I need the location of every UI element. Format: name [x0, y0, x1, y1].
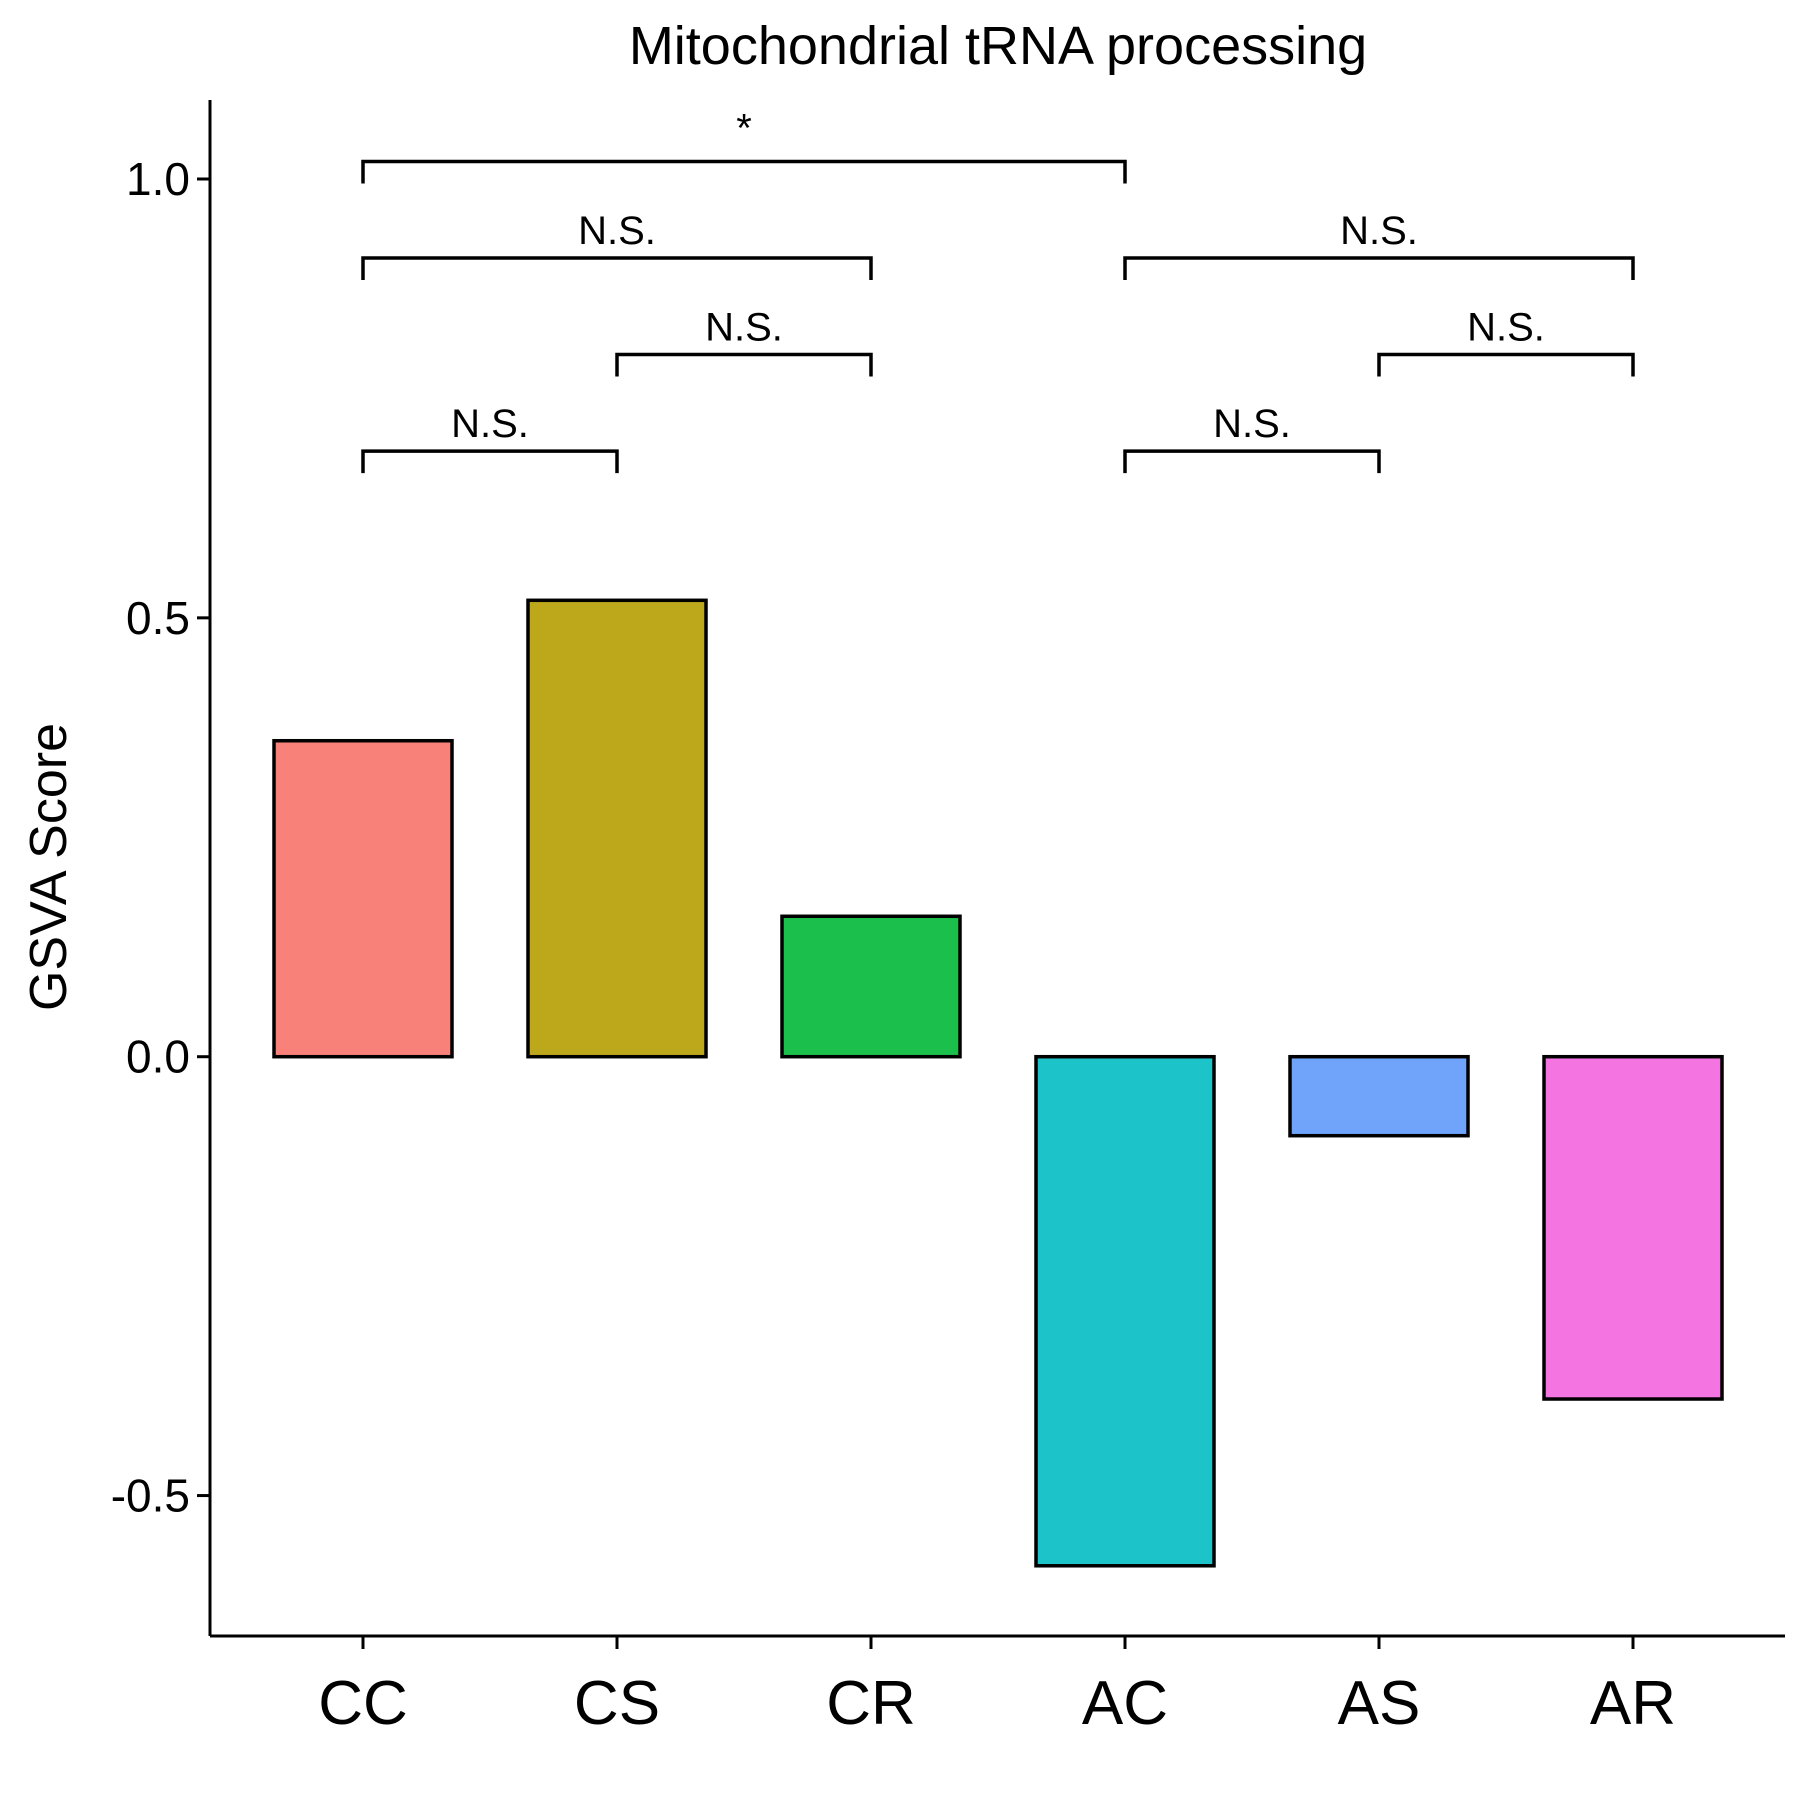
comparison-bracket	[361, 449, 619, 474]
y-tick-label: 1.0	[126, 153, 190, 205]
bar-as	[1288, 1054, 1470, 1138]
x-tick-label-cr: CR	[826, 1669, 916, 1738]
x-tick-label-ac: AC	[1082, 1669, 1168, 1738]
bar-ar	[1542, 1054, 1724, 1401]
significance-label: N.S.	[1467, 306, 1545, 350]
y-axis-label: GSVA Score	[20, 723, 78, 1011]
comparison-bracket	[361, 159, 1127, 184]
significance-label: N.S.	[578, 209, 656, 253]
x-tick-label-cc: CC	[318, 1669, 408, 1738]
chart-title: Mitochondrial tRNA processing	[629, 16, 1367, 76]
bar-cc	[272, 738, 454, 1059]
x-tick-label-ar: AR	[1590, 1669, 1676, 1738]
y-tick-label: 0.5	[126, 592, 190, 644]
comparison-bracket	[1123, 256, 1635, 280]
bar-cr	[780, 914, 962, 1059]
significance-label: N.S.	[705, 306, 783, 350]
x-tick-label-cs: CS	[574, 1669, 660, 1738]
x-tick-label-as: AS	[1338, 1669, 1421, 1738]
significance-label: N.S.	[1340, 209, 1418, 253]
comparison-bracket	[1123, 449, 1381, 474]
significance-label: N.S.	[1213, 402, 1291, 446]
comparison-bracket	[615, 352, 873, 377]
y-tick-label: 0.0	[126, 1031, 190, 1083]
bar-ac	[1034, 1054, 1216, 1568]
plot-area: -0.5 0.0 0.5 1.0 CC CS CR AC AS AR N.S. N.S. N.S. * N.…	[111, 100, 1785, 1738]
comparison-bracket	[1377, 352, 1635, 377]
y-tick-label: -0.5	[111, 1470, 190, 1522]
comparison-bracket	[361, 256, 873, 280]
bar-cs	[526, 598, 708, 1059]
significance-label: *	[736, 106, 752, 150]
significance-label: N.S.	[451, 402, 529, 446]
